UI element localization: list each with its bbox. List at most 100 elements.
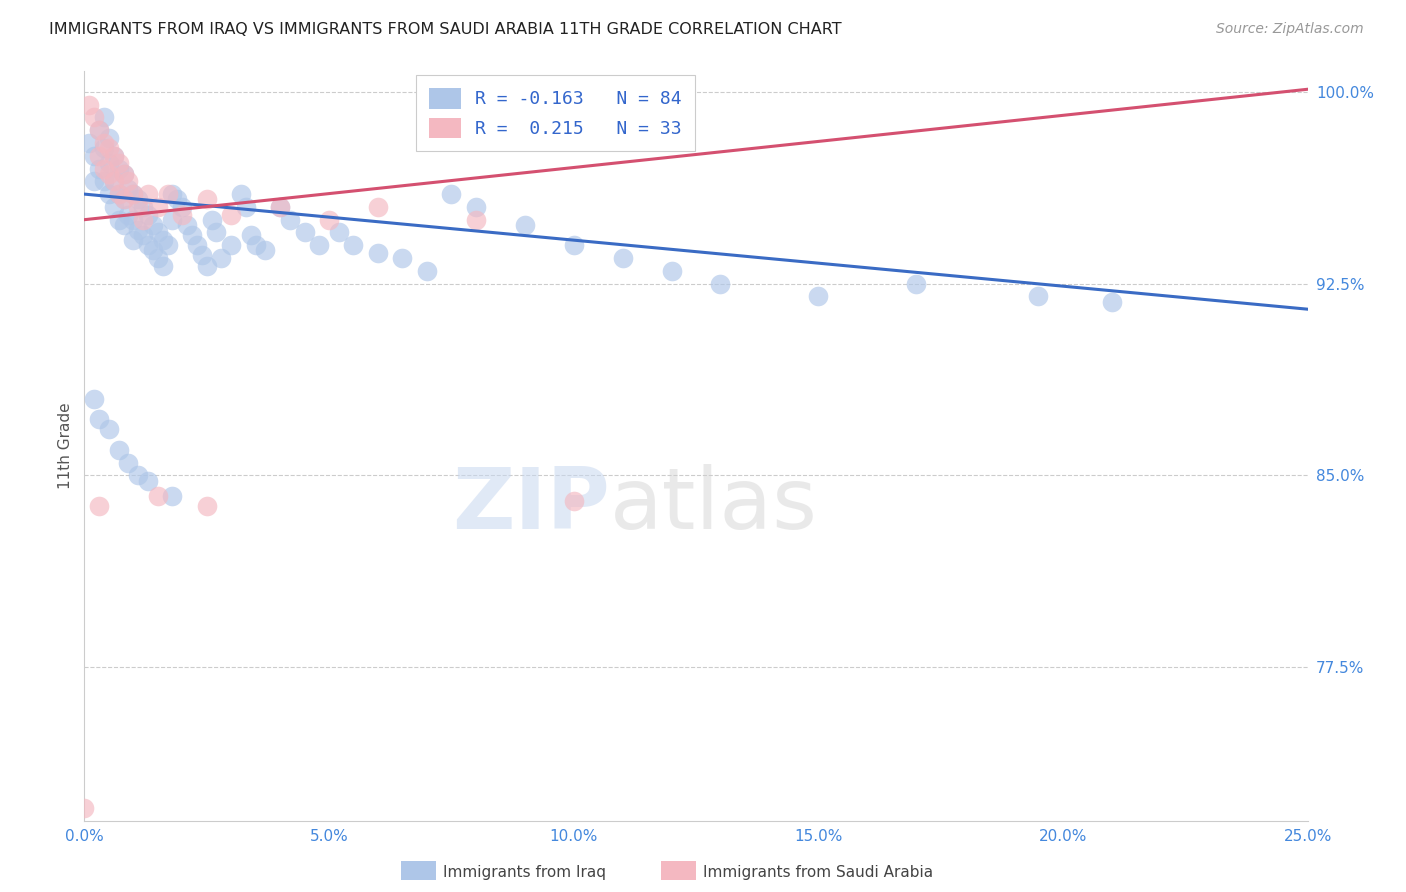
Point xyxy=(87,123,110,137)
Point xyxy=(254,244,277,258)
Point xyxy=(117,174,139,188)
Point xyxy=(83,174,105,188)
Text: ZIP: ZIP xyxy=(453,465,610,548)
Point xyxy=(146,489,169,503)
Point xyxy=(328,226,350,240)
Point xyxy=(513,218,536,232)
Point xyxy=(107,156,129,170)
Point xyxy=(93,141,115,155)
Point xyxy=(73,801,96,815)
Point xyxy=(269,200,291,214)
Point xyxy=(1028,289,1050,303)
Point xyxy=(136,208,159,222)
Text: atlas: atlas xyxy=(610,465,818,548)
Point xyxy=(107,187,129,202)
Text: IMMIGRANTS FROM IRAQ VS IMMIGRANTS FROM SAUDI ARABIA 11TH GRADE CORRELATION CHAR: IMMIGRANTS FROM IRAQ VS IMMIGRANTS FROM … xyxy=(49,22,842,37)
Point xyxy=(107,212,129,227)
Point xyxy=(87,499,110,513)
Text: Immigrants from Saudi Arabia: Immigrants from Saudi Arabia xyxy=(703,865,934,880)
Point xyxy=(205,226,228,240)
Point xyxy=(117,456,139,470)
Point xyxy=(661,264,683,278)
Point xyxy=(87,161,110,176)
Point xyxy=(77,136,100,150)
Point xyxy=(122,187,145,202)
Point xyxy=(127,200,149,214)
Point xyxy=(612,251,634,265)
Point xyxy=(122,187,145,202)
Point xyxy=(146,200,169,214)
Point xyxy=(107,161,129,176)
Point xyxy=(464,212,486,227)
Point xyxy=(308,238,330,252)
Point xyxy=(107,442,129,457)
Point xyxy=(162,187,184,202)
Point xyxy=(162,212,184,227)
Point xyxy=(1101,294,1123,309)
Point xyxy=(440,187,463,202)
Point xyxy=(93,111,115,125)
Point xyxy=(235,200,257,214)
Point xyxy=(103,200,125,214)
Point xyxy=(83,392,105,406)
Point xyxy=(142,218,165,232)
Point xyxy=(112,167,135,181)
Point xyxy=(112,218,135,232)
Point xyxy=(195,259,218,273)
Point xyxy=(97,131,120,145)
Point xyxy=(142,244,165,258)
Point xyxy=(132,212,155,227)
Point xyxy=(367,200,389,214)
Point xyxy=(709,277,731,291)
Point xyxy=(464,200,486,214)
Point xyxy=(172,208,194,222)
Point xyxy=(176,218,198,232)
Point xyxy=(562,494,585,508)
Point xyxy=(156,187,179,202)
Point xyxy=(191,248,214,262)
Point xyxy=(97,422,120,436)
Point xyxy=(219,238,242,252)
Point xyxy=(103,174,125,188)
Point xyxy=(905,277,928,291)
Point xyxy=(97,156,120,170)
Point xyxy=(318,212,340,227)
Point xyxy=(97,141,120,155)
Point xyxy=(229,187,252,202)
Text: Source: ZipAtlas.com: Source: ZipAtlas.com xyxy=(1216,22,1364,37)
Point xyxy=(87,123,110,137)
Point xyxy=(562,238,585,252)
Point xyxy=(77,97,100,112)
Point xyxy=(93,174,115,188)
Point xyxy=(172,200,194,214)
Point xyxy=(107,187,129,202)
Point xyxy=(195,192,218,206)
Point xyxy=(219,208,242,222)
Point xyxy=(367,246,389,260)
Point xyxy=(152,233,174,247)
Point xyxy=(117,208,139,222)
Point xyxy=(132,227,155,242)
Text: Immigrants from Iraq: Immigrants from Iraq xyxy=(443,865,606,880)
Point xyxy=(103,149,125,163)
Point xyxy=(195,499,218,513)
Point xyxy=(97,167,120,181)
Point xyxy=(127,468,149,483)
Y-axis label: 11th Grade: 11th Grade xyxy=(58,402,73,490)
Point xyxy=(146,251,169,265)
Point xyxy=(93,136,115,150)
Point xyxy=(87,149,110,163)
Point xyxy=(152,259,174,273)
Point xyxy=(93,161,115,176)
Point xyxy=(83,111,105,125)
Point xyxy=(146,226,169,240)
Point xyxy=(807,289,830,303)
Legend: R = -0.163   N = 84, R =  0.215   N = 33: R = -0.163 N = 84, R = 0.215 N = 33 xyxy=(416,75,695,151)
Point xyxy=(416,264,439,278)
Point xyxy=(162,489,184,503)
Point xyxy=(136,474,159,488)
Point xyxy=(97,187,120,202)
Point xyxy=(166,192,188,206)
Point xyxy=(269,200,291,214)
Point xyxy=(122,233,145,247)
